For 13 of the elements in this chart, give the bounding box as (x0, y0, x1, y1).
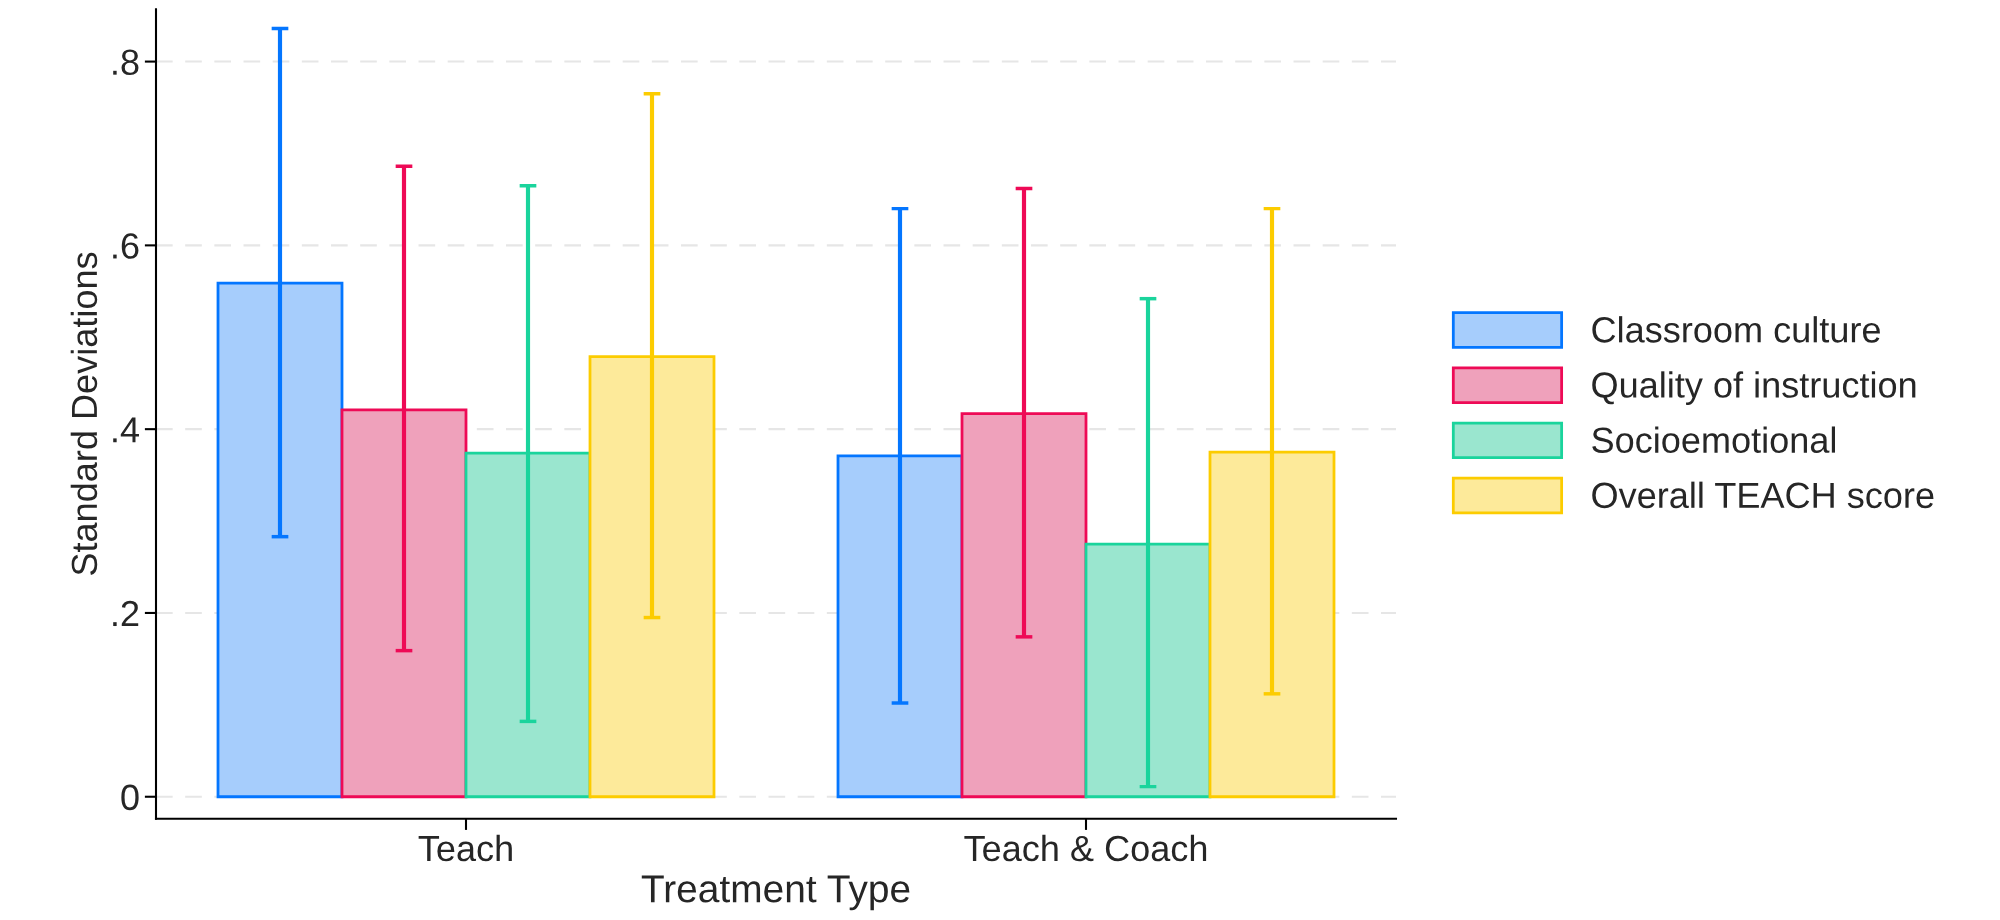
legend-label: Overall TEACH score (1592, 481, 1934, 509)
x-tick-label: Teach (418, 834, 512, 862)
y-tick-label: .4 (113, 417, 139, 443)
x-tick-label: Teach & Coach (964, 834, 1207, 862)
y-tick-label: .8 (113, 49, 139, 76)
y-tick-label: .6 (113, 233, 139, 259)
y-tick-label: .2 (113, 600, 139, 627)
x-axis-title: Treatment Type (641, 875, 910, 911)
legend-label: Socioemotional (1592, 426, 1836, 453)
legend-label: Classroom culture (1592, 316, 1880, 343)
y-tick-label: 0 (121, 784, 139, 811)
y-axis-title: Standard Deviations (70, 252, 98, 575)
legend-label: Quality of instruction (1592, 371, 1916, 405)
